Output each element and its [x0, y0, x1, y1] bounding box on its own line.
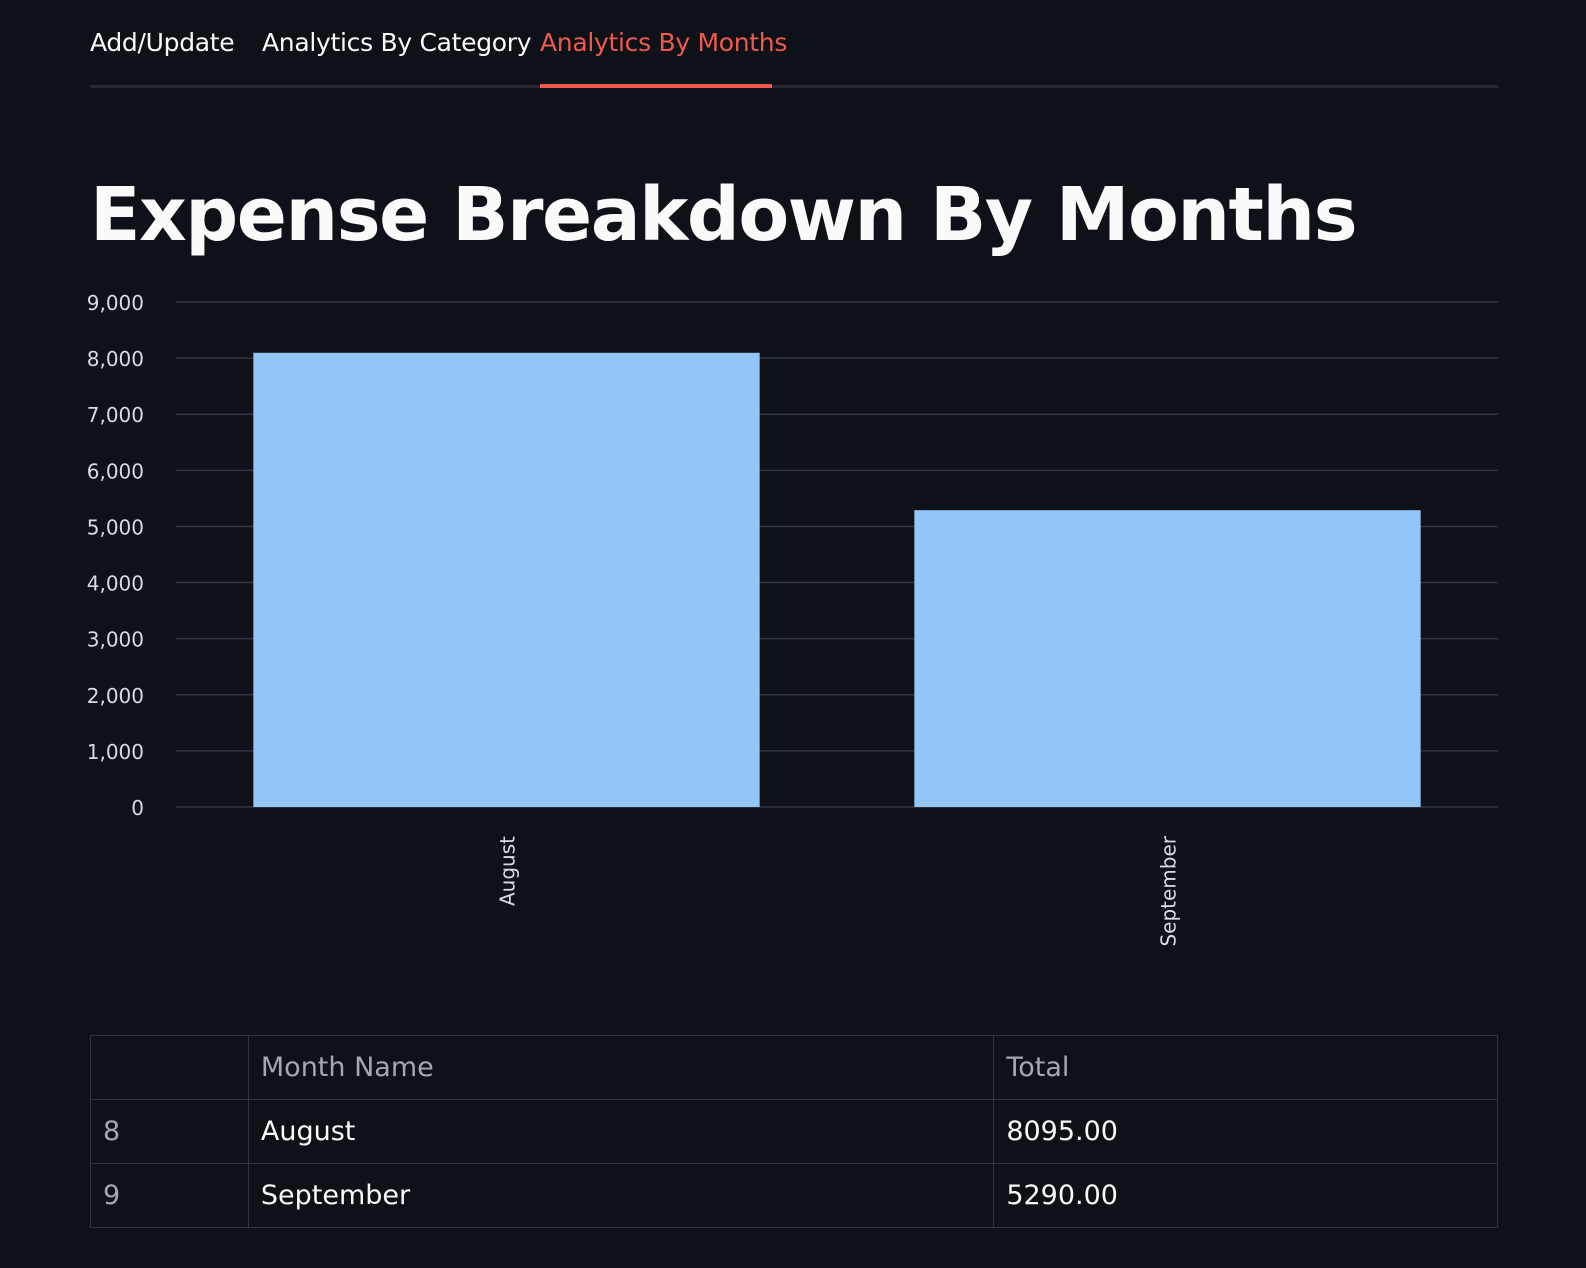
bar-chart-svg: 0 1,000 2,000 3,000 4,000 5,000 6,000 7,000 8,00… [87, 291, 1498, 947]
x-tick-label: September [1157, 835, 1181, 946]
active-tab-indicator [540, 84, 772, 88]
x-tick-label: August [496, 836, 520, 906]
y-tick-label: 9,000 [87, 291, 144, 315]
y-tick-label: 0 [131, 796, 144, 820]
table-row: 9 September 5290.00 [90, 1163, 1498, 1228]
y-tick-label: 6,000 [87, 459, 144, 483]
month-name-header[interactable]: Month Name [247, 1035, 995, 1100]
tab-bar: Add/Update Analytics By Category Analyti… [90, 0, 1498, 88]
total-cell[interactable]: 8095.00 [993, 1099, 1498, 1164]
y-tick-label: 5,000 [87, 515, 144, 539]
total-header[interactable]: Total [993, 1035, 1498, 1100]
tab-add-update[interactable]: Add/Update [90, 28, 235, 57]
y-tick-label: 7,000 [87, 403, 144, 427]
page-title: Expense Breakdown By Months [90, 172, 1358, 258]
y-tick-label: 1,000 [87, 740, 144, 764]
index-header [90, 1035, 249, 1100]
y-tick-label: 8,000 [87, 347, 144, 371]
month-name-cell[interactable]: August [247, 1099, 995, 1164]
table-row: 8 August 8095.00 [90, 1099, 1498, 1164]
data-table: Month Name Total 8 August 8095.00 9 Sept… [90, 1035, 1498, 1228]
row-index: 9 [90, 1163, 249, 1228]
y-tick-label: 2,000 [87, 684, 144, 708]
total-cell[interactable]: 5290.00 [993, 1163, 1498, 1228]
table-header-row: Month Name Total [90, 1035, 1498, 1100]
tab-analytics-by-months[interactable]: Analytics By Months [540, 28, 788, 57]
bar [253, 352, 760, 807]
y-tick-label: 3,000 [87, 628, 144, 652]
y-tick-label: 4,000 [87, 572, 144, 596]
row-index: 8 [90, 1099, 249, 1164]
bar [914, 510, 1421, 807]
month-name-cell[interactable]: September [247, 1163, 995, 1228]
tab-analytics-by-category[interactable]: Analytics By Category [262, 28, 532, 57]
bar-chart: 0 1,000 2,000 3,000 4,000 5,000 6,000 7,000 8,00… [0, 280, 1586, 980]
